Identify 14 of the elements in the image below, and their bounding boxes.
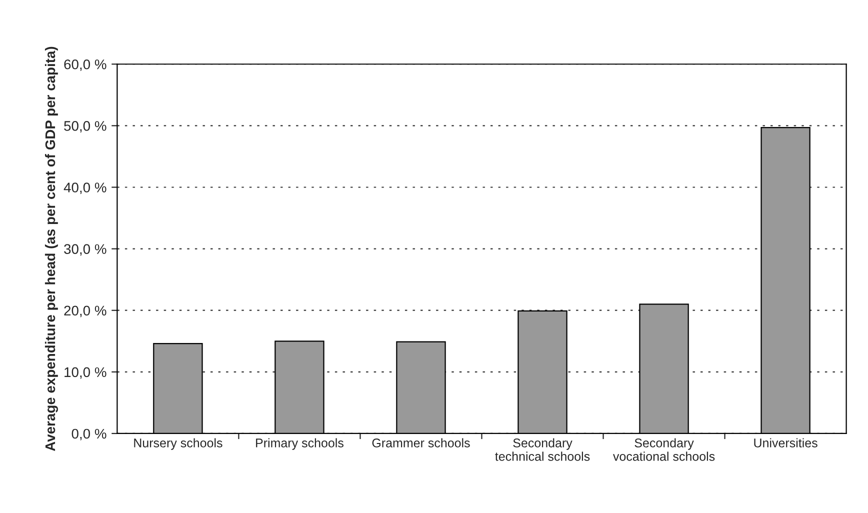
- x-tick-label: Primary schools: [256, 438, 344, 450]
- y-tick-label: 30,0 %: [64, 244, 106, 256]
- y-tick-label: 10,0 %: [64, 367, 106, 379]
- y-tick-label: 40,0 %: [64, 182, 106, 194]
- x-tick-label: Secondary technical schools: [495, 438, 590, 461]
- y-axis-title: Average expenditure per head (as per cent of GDP per capita): [44, 46, 58, 452]
- y-tick-label: 0,0 %: [72, 428, 106, 440]
- x-tick-label: Grammer schools: [372, 438, 470, 448]
- y-tick-label: 60,0 %: [64, 59, 106, 71]
- y-tick-label: 20,0 %: [64, 306, 106, 318]
- x-tick-label: Secondary vocational schools: [612, 438, 715, 461]
- x-tick-label: Universities: [754, 438, 818, 448]
- x-tick-label: Nursery schools: [134, 438, 222, 450]
- y-tick-label: 50,0 %: [64, 121, 106, 132]
